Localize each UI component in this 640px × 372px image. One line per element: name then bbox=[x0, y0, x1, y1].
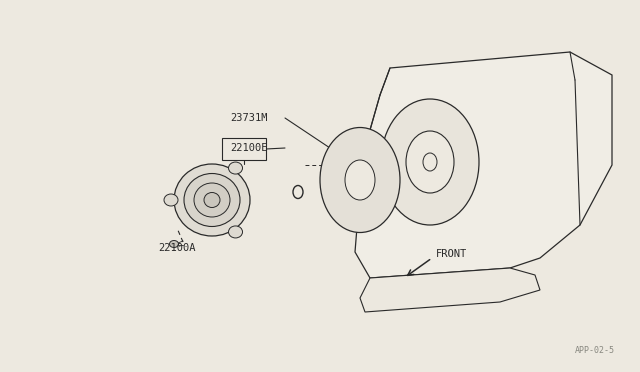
Ellipse shape bbox=[381, 99, 479, 225]
Polygon shape bbox=[360, 268, 540, 312]
Ellipse shape bbox=[293, 186, 303, 199]
Ellipse shape bbox=[423, 153, 437, 171]
Ellipse shape bbox=[170, 241, 179, 247]
Ellipse shape bbox=[194, 183, 230, 217]
Ellipse shape bbox=[228, 162, 243, 174]
Text: 23731M: 23731M bbox=[230, 113, 268, 123]
Text: FRONT: FRONT bbox=[436, 249, 467, 259]
Ellipse shape bbox=[406, 131, 454, 193]
Bar bbox=[222, 138, 266, 160]
Text: 22100E: 22100E bbox=[230, 143, 268, 153]
Ellipse shape bbox=[320, 128, 400, 232]
Ellipse shape bbox=[174, 164, 250, 236]
Ellipse shape bbox=[184, 173, 240, 227]
Ellipse shape bbox=[164, 194, 178, 206]
Text: APP-02-5: APP-02-5 bbox=[575, 346, 615, 355]
Text: 22100A: 22100A bbox=[158, 243, 195, 253]
Ellipse shape bbox=[228, 226, 243, 238]
Ellipse shape bbox=[345, 160, 375, 200]
Ellipse shape bbox=[204, 192, 220, 208]
Polygon shape bbox=[355, 52, 612, 278]
